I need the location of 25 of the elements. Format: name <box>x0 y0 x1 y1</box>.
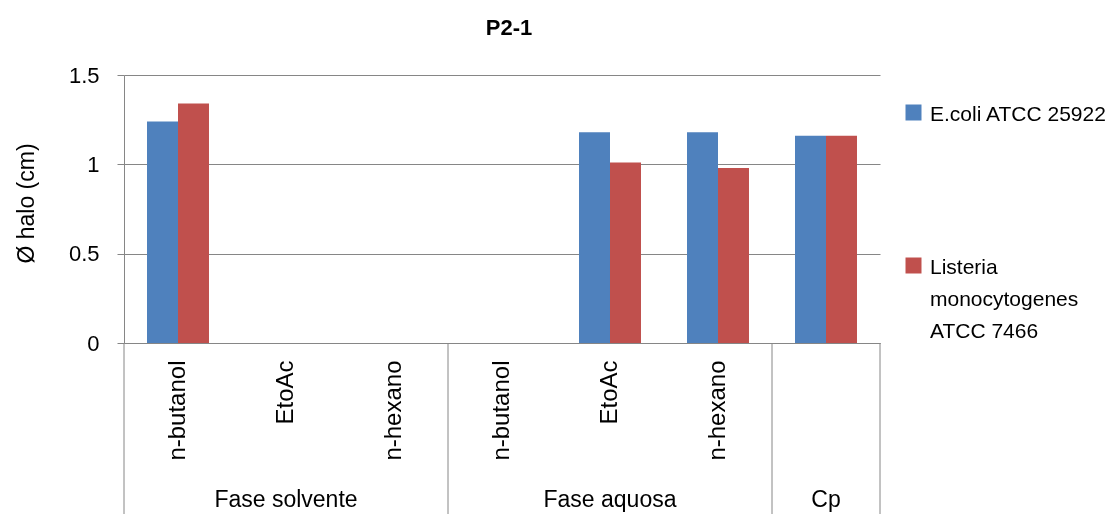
bar <box>147 121 178 343</box>
x-tick-label: n-butanol <box>163 360 190 461</box>
x-tick-label: n-hexano <box>703 360 730 461</box>
y-tick-label: 1.5 <box>68 62 100 88</box>
bar <box>579 132 610 343</box>
x-tick-label: n-butanol <box>487 360 514 461</box>
bar <box>610 162 641 343</box>
bar <box>687 132 718 343</box>
bar <box>795 135 826 343</box>
x-tick-label: EtoAc <box>271 360 298 425</box>
y-axis-title: Ø halo (cm) <box>12 143 39 264</box>
legend-label: E.coli ATCC 25922 <box>930 101 1106 125</box>
text: Fase aquosa <box>543 486 677 512</box>
text: Fase solvente <box>214 486 358 512</box>
y-tick-label: 0 <box>87 330 100 356</box>
chart-title: P2-1 <box>485 15 533 40</box>
bar <box>178 103 209 343</box>
y-tick-label: 1 <box>87 151 100 177</box>
y-tick-label: 0.5 <box>68 241 100 267</box>
x-tick-label: EtoAc <box>595 360 622 425</box>
text: Cp <box>811 486 841 512</box>
x-tick-label: n-hexano <box>379 360 406 461</box>
bar <box>826 135 857 343</box>
bar <box>718 167 749 343</box>
legend-label: Listeria monocytogenes ATCC 7466 <box>930 254 1079 342</box>
